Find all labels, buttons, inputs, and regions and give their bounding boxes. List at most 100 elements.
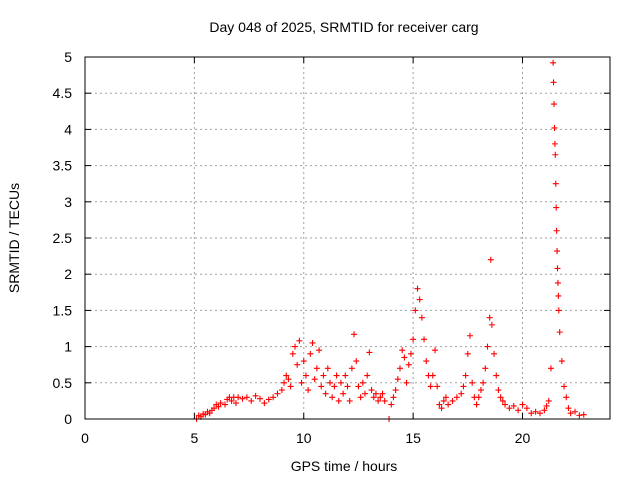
- y-tick-labels: 0 0.5 1 1.5 2 2.5 3 3.5 4 4.5 5: [53, 49, 73, 427]
- data-point: [239, 395, 246, 402]
- data-point: [552, 151, 559, 158]
- data-point: [248, 397, 255, 404]
- data-point: [211, 405, 218, 412]
- data-point: [375, 397, 382, 404]
- data-point: [567, 410, 574, 417]
- data-point: [427, 383, 434, 390]
- x-tick-label: 0: [81, 430, 89, 446]
- data-point: [547, 365, 554, 372]
- y-tick-label: 4: [64, 121, 72, 137]
- grid-lines: [85, 57, 610, 419]
- y-tick-label: 1: [64, 339, 72, 355]
- data-point: [278, 387, 285, 394]
- chart-title: Day 048 of 2025, SRMTID for receiver car…: [209, 19, 478, 35]
- data-point: [348, 365, 355, 372]
- data-point: [499, 397, 506, 404]
- data-point: [320, 372, 327, 379]
- data-point: [563, 394, 570, 401]
- data-point: [243, 394, 250, 401]
- data-point: [366, 349, 373, 356]
- data-point: [274, 390, 281, 397]
- data-point: [464, 350, 471, 357]
- data-point: [477, 387, 484, 394]
- data-point: [362, 390, 368, 397]
- y-tick-label: 3: [64, 194, 72, 210]
- data-point: [523, 405, 530, 412]
- data-point: [414, 285, 421, 292]
- data-point: [333, 372, 340, 379]
- data-point: [300, 358, 307, 365]
- data-point: [556, 329, 563, 336]
- data-point: [368, 387, 375, 394]
- data-point: [377, 394, 384, 401]
- data-point: [292, 343, 298, 350]
- data-point: [316, 347, 323, 354]
- data-point: [281, 379, 288, 386]
- data-point: [532, 408, 539, 415]
- y-tick-label: 1.5: [53, 302, 73, 318]
- data-point: [550, 59, 557, 66]
- data-point: [252, 392, 259, 399]
- data-point: [497, 394, 504, 401]
- data-point: [335, 397, 342, 404]
- y-tick-label: 3.5: [53, 158, 73, 174]
- y-tick-label: 0: [64, 411, 72, 427]
- data-point: [392, 387, 399, 394]
- data-point: [261, 400, 268, 407]
- data-point: [410, 336, 417, 343]
- data-point: [346, 397, 353, 404]
- data-point: [355, 383, 362, 390]
- data-point: [558, 358, 565, 365]
- data-point: [440, 397, 447, 404]
- data-point: [480, 379, 487, 386]
- data-point: [550, 79, 557, 86]
- data-point: [283, 372, 290, 379]
- data-point: [228, 397, 235, 404]
- data-point: [407, 350, 414, 357]
- data-point: [510, 402, 517, 409]
- data-point: [381, 397, 388, 404]
- data-point: [551, 101, 557, 108]
- data-point: [436, 401, 443, 408]
- data-point: [553, 227, 560, 234]
- data-point: [469, 379, 476, 386]
- data-point: [418, 314, 425, 321]
- data-point: [399, 347, 406, 354]
- data-point: [576, 412, 583, 419]
- data-point: [572, 408, 578, 415]
- data-point: [493, 372, 500, 379]
- data-point: [337, 379, 344, 386]
- x-tick-label: 20: [515, 430, 531, 446]
- data-point: [554, 265, 561, 272]
- data-point: [344, 383, 351, 390]
- data-point: [324, 365, 331, 372]
- data-point: [294, 361, 301, 368]
- data-point: [222, 401, 228, 408]
- data-point: [449, 397, 456, 404]
- data-point: [322, 390, 329, 397]
- data-point: [232, 400, 239, 407]
- data-point: [554, 279, 561, 286]
- data-point: [502, 401, 508, 408]
- data-point: [434, 383, 441, 390]
- data-point: [215, 403, 222, 410]
- data-point: [270, 394, 277, 401]
- data-point: [359, 379, 366, 386]
- data-point: [394, 376, 401, 383]
- data-point: [482, 365, 489, 372]
- data-point: [265, 396, 272, 403]
- data-point: [484, 343, 491, 350]
- x-tick-labels: 0 5 10 15 20: [81, 430, 530, 446]
- data-point: [580, 411, 587, 418]
- data-point: [340, 390, 347, 397]
- data-point: [318, 383, 325, 390]
- data-point: [445, 401, 452, 408]
- data-point: [495, 387, 502, 394]
- data-point: [553, 204, 560, 211]
- y-tick-label: 2.5: [53, 230, 73, 246]
- data-point: [519, 401, 526, 408]
- data-point: [551, 140, 558, 147]
- data-point: [364, 372, 371, 379]
- data-point: [405, 361, 412, 368]
